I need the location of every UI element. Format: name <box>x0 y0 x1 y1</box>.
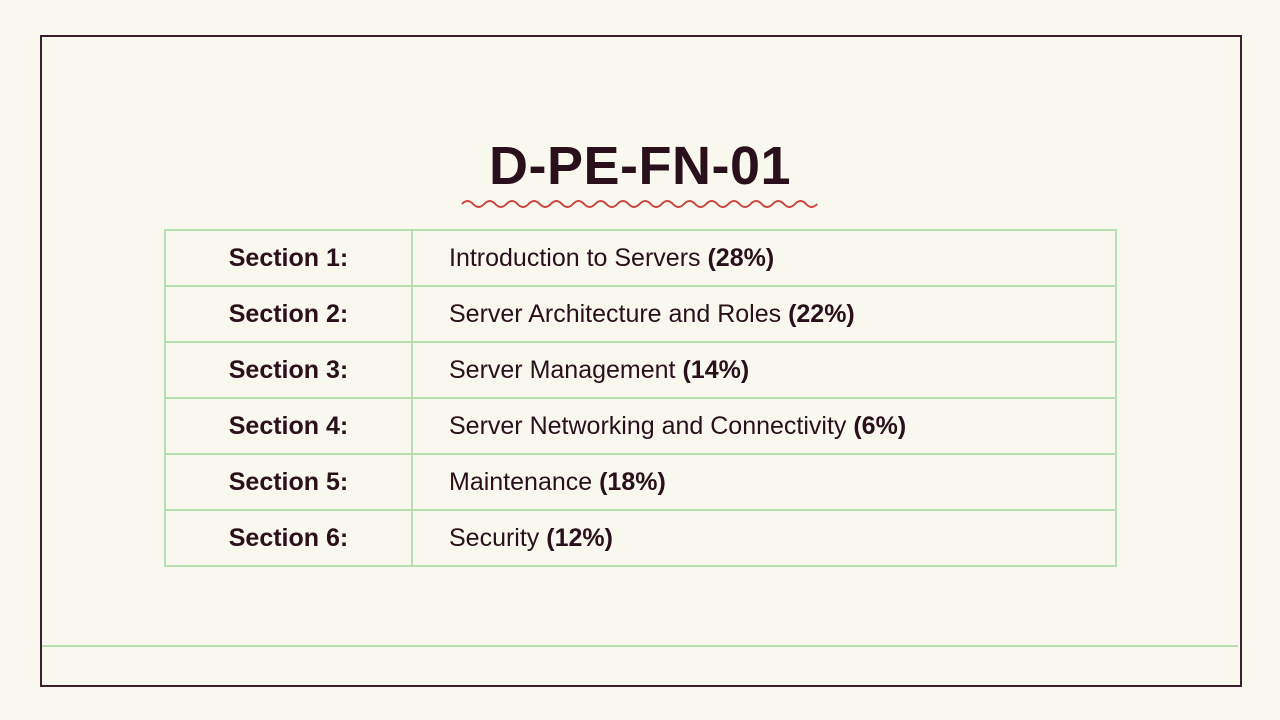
topic-weight: (6%) <box>853 411 907 440</box>
topic-name: Server Networking and Connectivity <box>449 411 847 440</box>
topic-name: Security <box>449 523 540 552</box>
section-topic: Server Architecture and Roles (22%) <box>411 285 1117 343</box>
title: D-PE-FN-01 <box>488 136 792 196</box>
topic-weight: (28%) <box>707 243 775 272</box>
topic-weight: (18%) <box>599 467 666 496</box>
section-topic: Security (12%) <box>411 509 1117 567</box>
table-row: Section 2: Server Architecture and Roles … <box>164 285 1117 343</box>
section-label: Section 4: <box>164 397 413 455</box>
section-label: Section 6: <box>164 509 413 567</box>
frame <box>40 35 1242 687</box>
sections-table: Section 1: Introduction to Servers (28%) S… <box>164 229 1117 567</box>
wavy-underline <box>461 200 818 208</box>
topic-name: Introduction to Servers <box>449 243 701 272</box>
footer-line <box>42 645 1238 647</box>
topic-name: Maintenance <box>449 467 593 496</box>
topic-weight: (14%) <box>682 355 750 384</box>
table-row: Section 3: Server Management (14%) <box>164 341 1117 399</box>
topic-name: Server Management <box>449 355 676 384</box>
section-topic: Introduction to Servers (28%) <box>411 229 1117 287</box>
section-label: Section 3: <box>164 341 413 399</box>
table-row: Section 4: Server Networking and Connecti… <box>164 397 1117 455</box>
topic-name: Server Architecture and Roles <box>449 299 782 328</box>
section-topic: Server Management (14%) <box>411 341 1117 399</box>
table-row: Section 6: Security (12%) <box>164 509 1117 567</box>
topic-weight: (12%) <box>546 523 613 552</box>
section-label: Section 2: <box>164 285 413 343</box>
section-topic: Maintenance (18%) <box>411 453 1117 511</box>
table-row: Section 1: Introduction to Servers (28%) <box>164 229 1117 287</box>
section-topic: Server Networking and Connectivity (6%) <box>411 397 1117 455</box>
table-row: Section 5: Maintenance (18%) <box>164 453 1117 511</box>
section-label: Section 1: <box>164 229 413 287</box>
section-label: Section 5: <box>164 453 413 511</box>
topic-weight: (22%) <box>788 299 855 328</box>
